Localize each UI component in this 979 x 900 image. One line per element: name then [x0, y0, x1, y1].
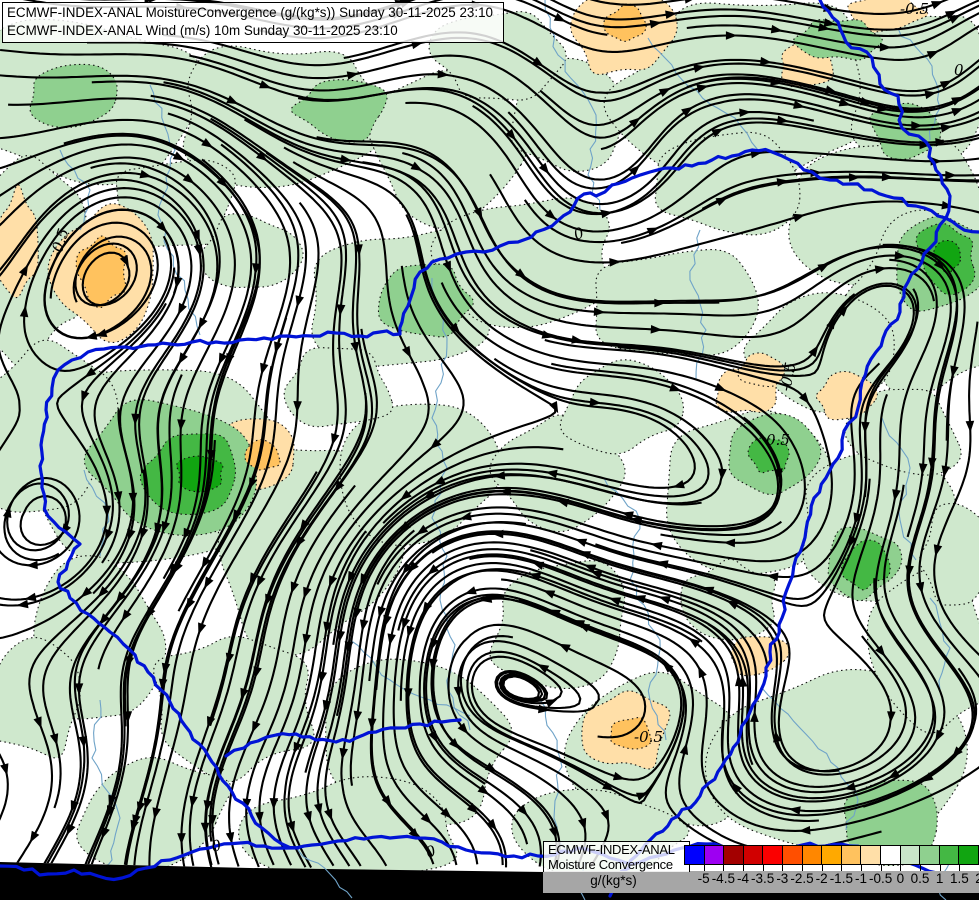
colorbar-cell	[685, 846, 705, 864]
colorbar-tick	[841, 865, 843, 871]
colorbar-tick	[762, 865, 764, 871]
colorbar-tick	[959, 865, 961, 871]
wind-streamlines-layer	[0, 0, 979, 869]
contour-label: 0.5	[766, 431, 790, 449]
colorbar-cell	[841, 846, 862, 864]
colorbar-tick	[939, 865, 941, 871]
colorbar-tick	[743, 865, 744, 871]
colorbar-tick-label: -2	[815, 871, 828, 886]
colorbar-tick-label: -5	[697, 871, 710, 886]
colorbar-tick	[861, 865, 862, 871]
colorbar-tick	[920, 865, 921, 871]
colorbar-tick-label: 2	[975, 871, 979, 886]
title-line-moisture-convergence: ECMWF-INDEX-ANAL MoistureConvergence (g/…	[7, 5, 493, 20]
contour-label: -0.5	[776, 361, 800, 393]
colorbar-tick-label: -4.5	[711, 871, 735, 886]
title-box: ECMWF-INDEX-ANAL MoistureConvergence (g/…	[2, 2, 504, 43]
legend-parameter-label: Moisture Convergence	[548, 857, 673, 872]
colorbar-cell	[939, 846, 960, 864]
colorbar-tick	[802, 865, 803, 871]
colorbar-tick-label: 1.5	[949, 871, 969, 886]
legend-text-box: ECMWF-INDEX-ANAL Moisture Convergence	[543, 841, 690, 872]
colorbar-cell	[743, 846, 764, 864]
colorbar-tick	[703, 865, 705, 871]
colorbar-cell	[900, 846, 921, 864]
colorbar-tick-label: -3	[776, 871, 789, 886]
colorbar-cell	[802, 846, 823, 864]
colorbar-cell	[880, 846, 901, 864]
colorbar-tick	[900, 865, 902, 871]
colorbar-tick-label: -1.5	[829, 871, 853, 886]
colorbar-tick-label: -4	[736, 871, 749, 886]
colorbar-cell	[704, 846, 725, 864]
colorbar-tick-label: -0.5	[869, 871, 893, 886]
colorbar-tick-label: -1	[854, 871, 867, 886]
colorbar-cell	[782, 846, 803, 864]
colorbar-cell	[763, 846, 783, 864]
colorbar-tick	[723, 865, 725, 871]
contour-label: -0.5	[900, 0, 929, 18]
contour-label: 0	[954, 61, 964, 79]
legend-source-label: ECMWF-INDEX-ANAL	[548, 842, 675, 857]
colorbar-tick	[880, 865, 882, 871]
colorbar-tick-label: 0	[896, 871, 905, 886]
colorbar-cell	[861, 846, 881, 864]
legend-colorbar	[684, 845, 979, 865]
colorbar-tick	[782, 865, 784, 871]
colorbar-tick-label: 0.5	[910, 871, 930, 886]
colorbar-cell	[920, 846, 940, 864]
colorbar-tick-label: 1	[935, 871, 944, 886]
title-line-wind: ECMWF-INDEX-ANAL Wind (m/s) 10m Sunday 3…	[7, 23, 398, 38]
colorbar-tick-label: -2.5	[790, 871, 814, 886]
colorbar-tick-label: -3.5	[751, 871, 775, 886]
colorbar-cell	[959, 846, 978, 864]
colorbar-tick	[821, 865, 823, 871]
legend-units-label: g/(kg*s)	[590, 873, 637, 888]
contour-label: -0.5	[634, 728, 663, 746]
colorbar-cell	[724, 846, 744, 864]
colorbar-cell	[822, 846, 842, 864]
legend-gray-band	[543, 871, 979, 893]
